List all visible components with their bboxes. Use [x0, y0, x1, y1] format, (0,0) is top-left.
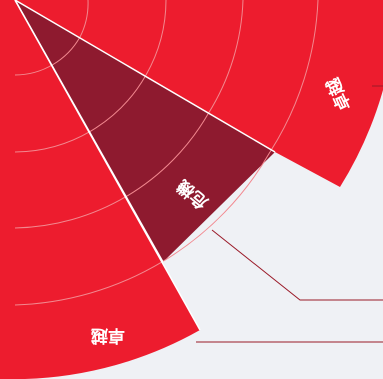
- leader-lines: [196, 85, 383, 343]
- segment-label-excellent-left: 卓越: [90, 325, 125, 346]
- separator-line: [14, 0, 201, 331]
- segment-excellent-bottom: [15, 0, 200, 379]
- segment-excellent-right: [15, 0, 383, 187]
- segment-crisis: [15, 0, 275, 262]
- separator-line: [14, 0, 276, 153]
- segment-excellent-left-fan: [0, 0, 15, 379]
